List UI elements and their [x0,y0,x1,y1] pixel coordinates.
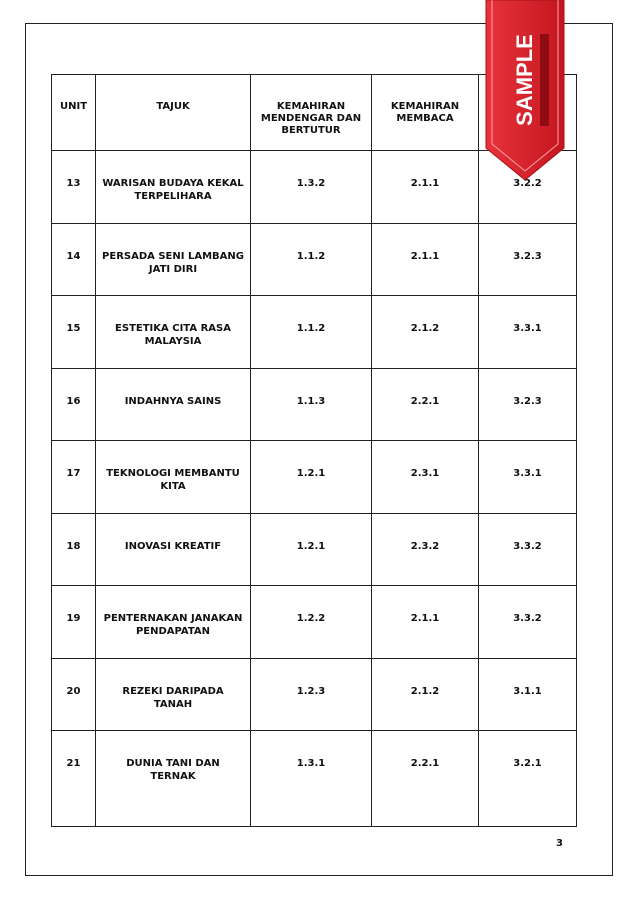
table-row: 21 DUNIA TANI DAN TERNAK 1.3.1 2.2.1 3.2.1 [51,730,577,827]
cell-membaca: 2.1.1 [371,585,479,659]
cell-unit: 18 [51,512,96,586]
cell-mendengar: 1.2.1 [250,512,372,586]
cell-membaca: 2.2.1 [371,730,479,827]
cell-unit: 17 [51,440,96,514]
cell-tajuk: WARISAN BUDAYA KEKAL TERPELIHARA [95,150,251,224]
table-row: 18 INOVASI KREATIF 1.2.1 2.3.2 3.3.2 [51,512,577,586]
cell-unit: 19 [51,585,96,659]
cell-tajuk: PERSADA SENI LAMBANG JATI DIRI [95,222,251,296]
header-mendengar: KEMAHIRAN MENDENGAR DAN BERTUTUR [250,74,372,151]
header-membaca: KEMAHIRAN MEMBACA [371,74,479,151]
table-row: 17 TEKNOLOGI MEMBANTU KITA 1.2.1 2.3.1 3.3.1 [51,440,577,514]
cell-mendengar: 1.2.1 [250,440,372,514]
table-row: 15 ESTETIKA CITA RASA MALAYSIA 1.1.2 2.1.2 3… [51,295,577,369]
sample-badge-text: SAMPLE [512,34,537,126]
cell-mendengar: 1.1.2 [250,222,372,296]
cell-unit: 15 [51,295,96,369]
cell-col5: 3.3.1 [478,295,577,369]
cell-mendengar: 1.2.2 [250,585,372,659]
table-row: 19 PENTERNAKAN JANAKAN PENDAPATAN 1.2.2 2.1… [51,585,577,659]
cell-tajuk: REZEKI DARIPADA TANAH [95,657,251,731]
cell-mendengar: 1.1.2 [250,295,372,369]
cell-membaca: 2.1.2 [371,295,479,369]
cell-unit: 21 [51,730,96,827]
page-number: 3 [556,838,563,849]
cell-col5: 3.2.1 [478,730,577,827]
cell-mendengar: 1.3.2 [250,150,372,224]
cell-col5: 3.2.3 [478,367,577,441]
cell-col5: 3.1.1 [478,657,577,731]
cell-col5: 3.3.1 [478,440,577,514]
cell-tajuk: DUNIA TANI DAN TERNAK [95,730,251,827]
table-row: 16 INDAHNYA SAINS 1.1.3 2.2.1 3.2.3 [51,367,577,441]
cell-col5: 3.3.2 [478,585,577,659]
cell-tajuk: TEKNOLOGI MEMBANTU KITA [95,440,251,514]
sample-badge: SAMPLE [485,0,565,181]
cell-tajuk: INOVASI KREATIF [95,512,251,586]
cell-col5: 3.2.3 [478,222,577,296]
cell-tajuk: ESTETIKA CITA RASA MALAYSIA [95,295,251,369]
page-border [25,23,613,876]
cell-unit: 16 [51,367,96,441]
cell-membaca: 2.1.1 [371,222,479,296]
table-row: 20 REZEKI DARIPADA TANAH 1.2.3 2.1.2 3.1.1 [51,657,577,731]
cell-membaca: 2.1.1 [371,150,479,224]
table-row: 14 PERSADA SENI LAMBANG JATI DIRI 1.1.2 2.1… [51,222,577,296]
header-unit: UNIT [51,74,96,151]
cell-mendengar: 1.2.3 [250,657,372,731]
cell-membaca: 2.1.2 [371,657,479,731]
header-tajuk: TAJUK [95,74,251,151]
cell-col5: 3.3.2 [478,512,577,586]
cell-membaca: 2.2.1 [371,367,479,441]
cell-membaca: 2.3.1 [371,440,479,514]
cell-mendengar: 1.1.3 [250,367,372,441]
curriculum-table: UNIT TAJUK KEMAHIRAN MENDENGAR DAN BERTU… [51,74,577,827]
cell-tajuk: INDAHNYA SAINS [95,367,251,441]
cell-membaca: 2.3.2 [371,512,479,586]
cell-unit: 20 [51,657,96,731]
cell-mendengar: 1.3.1 [250,730,372,827]
cell-tajuk: PENTERNAKAN JANAKAN PENDAPATAN [95,585,251,659]
cell-unit: 13 [51,150,96,224]
cell-unit: 14 [51,222,96,296]
